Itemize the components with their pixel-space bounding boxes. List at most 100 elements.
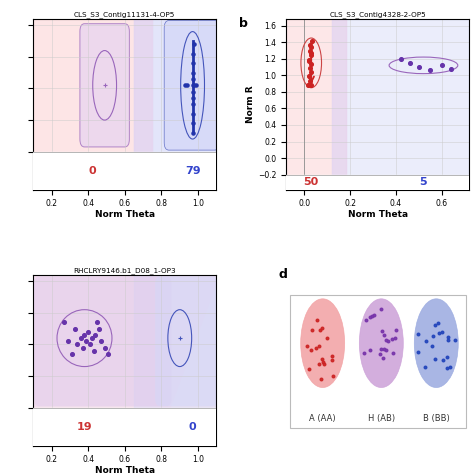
Point [392, 326, 400, 333]
FancyBboxPatch shape [290, 295, 465, 428]
Point [423, 337, 430, 345]
Point [189, 59, 196, 67]
Point [315, 360, 322, 368]
Point [328, 352, 336, 360]
Point [427, 66, 434, 74]
Point [439, 356, 447, 364]
PathPatch shape [33, 275, 220, 408]
Text: B (BB): B (BB) [423, 414, 450, 423]
Point [390, 349, 397, 357]
Point [79, 344, 86, 351]
Point [189, 100, 196, 108]
Point [378, 345, 385, 353]
Point [414, 348, 421, 356]
Text: d: d [279, 268, 288, 281]
Point [362, 316, 370, 324]
Text: b: b [239, 17, 248, 29]
Point [308, 49, 315, 57]
Point [97, 337, 105, 345]
Point [191, 82, 198, 89]
Point [376, 351, 383, 358]
Point [73, 341, 81, 348]
Point [446, 363, 453, 371]
X-axis label: Norm Theta: Norm Theta [95, 465, 155, 474]
Point [444, 337, 452, 344]
Point [304, 82, 311, 89]
Point [312, 344, 320, 352]
Point [306, 77, 314, 85]
Point [438, 62, 446, 69]
Text: 50: 50 [304, 177, 319, 187]
Point [447, 65, 455, 73]
Point [182, 82, 189, 89]
Point [309, 37, 316, 45]
Point [189, 110, 196, 118]
Text: A (AA): A (AA) [310, 414, 336, 423]
Text: 5: 5 [419, 177, 427, 187]
Point [189, 75, 196, 83]
Point [189, 88, 196, 95]
Point [388, 336, 395, 343]
Point [380, 331, 387, 339]
Point [308, 43, 315, 51]
Bar [286, 175, 469, 190]
X-axis label: Norm Theta: Norm Theta [347, 210, 408, 219]
Point [104, 350, 112, 358]
FancyBboxPatch shape [34, 276, 172, 406]
FancyBboxPatch shape [155, 276, 217, 406]
Point [319, 358, 327, 366]
Point [308, 326, 315, 334]
Text: 79: 79 [185, 165, 201, 176]
Text: 0: 0 [189, 421, 196, 432]
FancyBboxPatch shape [164, 20, 219, 150]
Point [397, 55, 404, 63]
Point [415, 330, 422, 337]
Point [319, 324, 326, 332]
Point [329, 373, 337, 380]
Point [306, 365, 313, 373]
Point [452, 336, 459, 344]
Point [444, 333, 452, 341]
Point [305, 73, 313, 80]
Point [81, 331, 88, 339]
Text: H (AB): H (AB) [368, 414, 395, 423]
Point [316, 327, 324, 334]
X-axis label: Norm Theta: Norm Theta [95, 210, 155, 219]
Point [360, 349, 367, 357]
Point [366, 314, 374, 321]
Point [86, 341, 94, 348]
Point [77, 334, 85, 342]
Y-axis label: Norm R: Norm R [246, 85, 255, 123]
Point [306, 47, 314, 55]
Ellipse shape [359, 299, 403, 388]
Point [421, 363, 429, 371]
Point [93, 319, 101, 326]
Point [443, 354, 450, 361]
Point [429, 332, 437, 340]
Point [438, 328, 446, 335]
Ellipse shape [301, 299, 345, 388]
Point [305, 57, 313, 65]
Title: CLS_S3_Contig4328-2-OP5: CLS_S3_Contig4328-2-OP5 [329, 11, 426, 18]
Point [377, 305, 385, 313]
Point [379, 355, 386, 362]
Point [308, 52, 315, 59]
Text: 0: 0 [88, 165, 96, 176]
Point [82, 337, 90, 345]
Ellipse shape [414, 299, 458, 388]
Point [308, 68, 315, 76]
Point [64, 337, 72, 345]
Point [391, 334, 399, 342]
Point [406, 59, 413, 67]
Point [189, 50, 196, 57]
Point [382, 346, 390, 354]
Point [318, 355, 326, 363]
Title: RHCLRY9146.b1_D08_1-OP3: RHCLRY9146.b1_D08_1-OP3 [73, 267, 176, 274]
Point [379, 327, 386, 335]
Bar [33, 408, 217, 446]
Point [382, 337, 390, 344]
Point [431, 355, 439, 363]
Text: 19: 19 [77, 421, 92, 432]
Bar [33, 152, 217, 190]
Point [328, 356, 335, 364]
